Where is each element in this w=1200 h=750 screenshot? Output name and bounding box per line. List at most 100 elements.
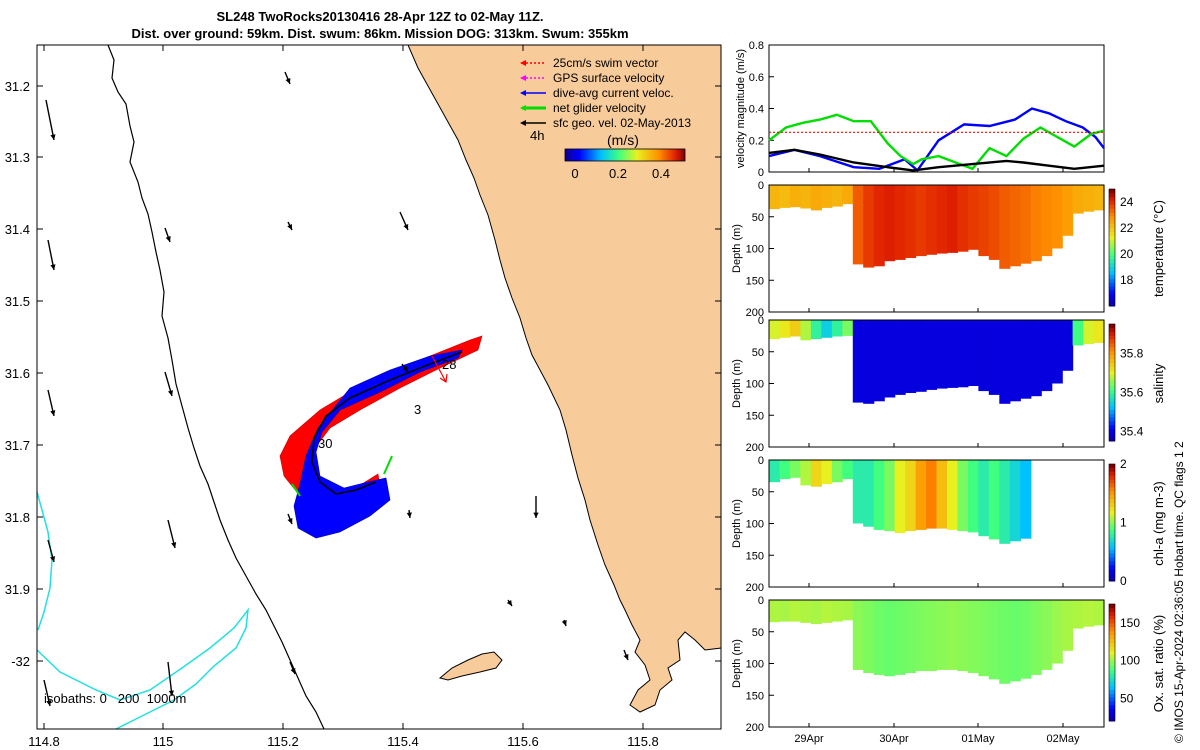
section-colorbar: [1108, 463, 1116, 582]
section-cell: [842, 185, 854, 205]
time-tick-label: 01May: [961, 733, 995, 745]
section-cell: [810, 600, 822, 625]
section-cell: [852, 600, 864, 670]
section-cell: [1062, 320, 1074, 371]
colorbar-label: Ox. sat. ratio (%): [1151, 615, 1166, 713]
section-cell: [863, 600, 875, 673]
section-cell: [1083, 185, 1095, 212]
legend-item: sfc geo. vel. 02-May-2013: [520, 116, 691, 130]
section-cell: [831, 460, 843, 483]
depth-tick: 150: [746, 550, 764, 562]
section-cell: [967, 185, 979, 250]
depth-tick: 0: [758, 455, 764, 467]
land-mass: [407, 44, 722, 713]
swim-vector-arrow: [431, 355, 448, 384]
section-cell: [926, 185, 938, 255]
section-cell: [1009, 460, 1021, 542]
velocity-y-tick: 0.2: [749, 135, 764, 147]
colorbar-tick: 35.8: [1120, 346, 1144, 360]
section-cell: [1041, 600, 1053, 670]
section-cell: [988, 460, 1000, 540]
section-cell: [967, 460, 979, 533]
section-cell: [863, 460, 875, 527]
depth-tick: 0: [758, 595, 764, 607]
velocity-y-label: velocity magnitude (m/s): [735, 49, 747, 168]
section-cell: [1041, 320, 1053, 392]
depth-tick: 100: [746, 244, 764, 256]
colorbar-tick: 18: [1120, 273, 1134, 287]
section-cell: [873, 460, 885, 530]
isobath-200m: [107, 44, 325, 730]
colorbar-tick-0: 0: [571, 166, 578, 181]
colorbar-unit: (m/s): [607, 132, 639, 148]
map-y-tick-label: 31.3: [5, 150, 30, 165]
colorbar-tick: 20: [1120, 247, 1134, 261]
section-cell: [779, 185, 791, 208]
time-tick-label: 02May: [1046, 733, 1080, 745]
map-x-ticks: 114.8 115 115.2 115.4 115.6 115.8: [28, 45, 659, 749]
section-cell: [831, 185, 843, 207]
colorbar-tick: 150: [1120, 616, 1140, 630]
section-cell: [978, 185, 990, 257]
depth-tick: 100: [746, 519, 764, 531]
current-vector-swath: [293, 349, 463, 539]
imos-credit: © IMOS 15-Apr-2024 02:36:05 Hobart time.…: [1172, 441, 1186, 743]
section-cell: [947, 600, 959, 670]
map-y-tick-label: -32: [11, 654, 30, 669]
section-cell: [852, 320, 864, 403]
section-cell: [978, 320, 990, 392]
section-colorbar: [1108, 323, 1116, 442]
section-cell: [842, 600, 854, 621]
section-cell: [769, 185, 781, 210]
depth-tick: 200: [746, 722, 764, 734]
depth-tick: 50: [752, 212, 764, 224]
section-cell: [947, 185, 959, 253]
section-cell: [1051, 320, 1063, 384]
section-colorbar: [1108, 603, 1116, 722]
section-cell: [1009, 185, 1021, 267]
section-cell: [915, 600, 927, 672]
section-cell: [1009, 320, 1021, 402]
section-cell: [769, 320, 781, 340]
section-cell: [789, 185, 801, 208]
section-cell: [800, 185, 812, 209]
depth-tick: 100: [746, 659, 764, 671]
section-cell: [863, 185, 875, 268]
glider-track: [311, 351, 463, 495]
legend-label: net glider velocity: [553, 101, 646, 115]
section-cell: [1093, 185, 1105, 211]
section-colorbar: [1108, 188, 1116, 307]
map-x-tick-label: 115.2: [267, 734, 299, 749]
section-cell: [779, 600, 791, 622]
section-cell: [1020, 320, 1032, 399]
section-cell: [1093, 320, 1105, 343]
section-cell: [863, 320, 875, 404]
time-tick-label: 30Apr: [879, 733, 909, 745]
section-cell: [1020, 185, 1032, 264]
section-cell: [936, 460, 948, 529]
section-cell: [926, 460, 938, 529]
section-cell: [967, 600, 979, 673]
section-cell: [1030, 600, 1042, 675]
section-cell: [894, 600, 906, 675]
isobaths-label: isobaths: 0 200 1000m: [44, 691, 186, 706]
section-cell: [978, 460, 990, 537]
depth-axis-label: Depth (m): [731, 224, 743, 273]
colorbar-tick: 2: [1120, 457, 1127, 471]
section-panel-1: 0 50 100 150 200 Depth (m) 18 20 22 24 temperature…: [731, 180, 1166, 319]
section-cell: [1030, 185, 1042, 262]
colorbar-tick-1: 0.2: [609, 166, 627, 181]
section-cell: [884, 600, 896, 677]
map-y-tick-label: 31.2: [5, 79, 30, 94]
section-cell: [1062, 600, 1074, 651]
section-cell: [821, 460, 833, 485]
section-cell: [1051, 185, 1063, 249]
section-cell: [873, 600, 885, 675]
section-cell: [821, 320, 833, 338]
colorbar-label: temperature (°C): [1151, 200, 1166, 297]
legend-item: 25cm/s swim vector: [520, 56, 658, 70]
depth-tick: 200: [746, 582, 764, 594]
section-cell: [842, 320, 854, 336]
